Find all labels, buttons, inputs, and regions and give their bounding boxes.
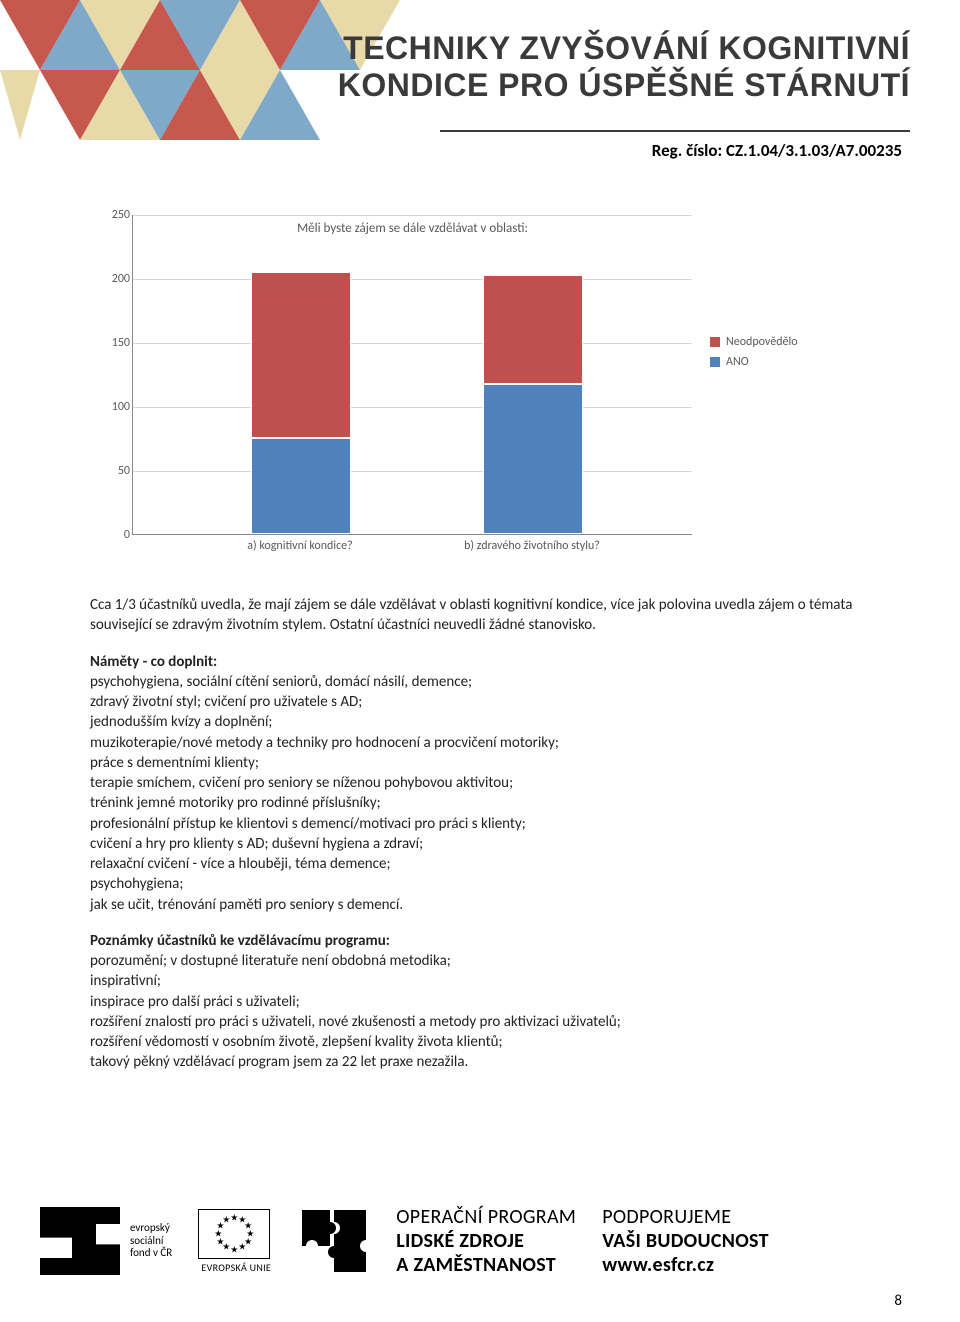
namety-line: jak se učit, trénování paměti pro senior… [90, 895, 870, 915]
page-number: 8 [894, 1292, 902, 1310]
legend-item: ANO [710, 355, 798, 369]
eu-flag: ★★★★★★★★★★★★ EVROPSKÁ UNIE [198, 1209, 274, 1274]
namety-line: psychohygiena, sociální cítění seniorů, … [90, 672, 870, 692]
interest-chart: Měli byste zájem se dále vzdělávat v obl… [90, 215, 870, 575]
intro-paragraph: Cca 1/3 účastníků uvedla, že mají zájem … [90, 595, 870, 636]
body-content: Cca 1/3 účastníků uvedla, že mají zájem … [90, 595, 870, 1073]
namety-line: psychohygiena; [90, 874, 870, 894]
op-line: OPERAČNÍ PROGRAM [396, 1205, 576, 1229]
namety-line: práce s dementními klienty; [90, 753, 870, 773]
header-title: TECHNIKY ZVYŠOVÁNÍ KOGNITIVNÍ KONDICE PR… [338, 24, 910, 110]
poznamky-line: porozumění; v dostupné literatuře není o… [90, 951, 870, 971]
esf-logo: evropskýsociálnífond v ČR [40, 1207, 172, 1275]
op-program-text: OPERAČNÍ PROGRAMLIDSKÉ ZDROJEA ZAMĚSTNAN… [396, 1205, 576, 1277]
section-namety: Náměty - co doplnit: psychohygiena, soci… [90, 652, 870, 915]
puzzle-icon [300, 1208, 370, 1274]
op-line: A ZAMĚSTNANOST [396, 1253, 576, 1277]
x-axis-label: a) kognitivní kondice? [210, 539, 390, 553]
op-line: LIDSKÉ ZDROJE [396, 1229, 576, 1253]
legend-item: Neodpovědělo [710, 335, 798, 349]
namety-line: zdravý životní styl; cvičení pro uživate… [90, 692, 870, 712]
eu-star-icon: ★ [238, 1242, 246, 1253]
namety-line: muzikoterapie/nové metody a techniky pro… [90, 733, 870, 753]
poznamky-line: rozšíření vědomostí v osobním životě, zl… [90, 1032, 870, 1052]
page-footer: evropskýsociálnífond v ČR ★★★★★★★★★★★★ E… [0, 1187, 960, 1322]
chart-legend: Neodpovědělo ANO [710, 335, 798, 375]
esf-icon [40, 1207, 120, 1275]
support-line-1: PODPORUJEME [602, 1205, 769, 1229]
y-tick: 250 [106, 208, 130, 222]
namety-line: jednodušším kvízy a doplnění; [90, 712, 870, 732]
esf-caption-line: evropský [130, 1222, 172, 1235]
x-axis-label: b) zdravého životního stylu? [442, 539, 622, 553]
page-header: TECHNIKY ZVYŠOVÁNÍ KOGNITIVNÍ KONDICE PR… [0, 0, 960, 175]
chart-plot-area: Měli byste zájem se dále vzdělávat v obl… [132, 215, 692, 535]
support-line-2: VAŠI BUDOUCNOST [602, 1229, 769, 1253]
eu-caption: EVROPSKÁ UNIE [201, 1261, 271, 1274]
poznamky-line: inspirace pro další práci s uživateli; [90, 992, 870, 1012]
esf-caption-line: fond v ČR [130, 1247, 172, 1260]
y-tick: 150 [106, 336, 130, 350]
y-tick: 200 [106, 272, 130, 286]
legend-swatch [710, 357, 720, 367]
namety-line: terapie smíchem, cvičení pro seniory se … [90, 773, 870, 793]
namety-line: relaxační cvičení - více a hlouběji, tém… [90, 854, 870, 874]
legend-label: ANO [726, 355, 749, 369]
title-line-2: KONDICE PRO ÚSPĚŠNÉ STÁRNUTÍ [338, 67, 910, 104]
section-lead-poznamky: Poznámky účastníků ke vzdělávacímu progr… [90, 932, 390, 950]
legend-swatch [710, 337, 720, 347]
esf-caption: evropskýsociálnífond v ČR [130, 1222, 172, 1260]
section-lead-namety: Náměty - co doplnit: [90, 653, 217, 671]
eu-star-icon: ★ [230, 1244, 238, 1255]
namety-line: profesionální přístup ke klientovi s dem… [90, 814, 870, 834]
footer-url: www.esfcr.cz [602, 1253, 769, 1277]
poznamky-line: takový pěkný vzdělávací program jsem za … [90, 1052, 870, 1072]
y-tick: 100 [106, 400, 130, 414]
eu-star-icon: ★ [222, 1214, 230, 1225]
registration-number: Reg. číslo: CZ.1.04/3.1.03/A7.00235 [652, 140, 902, 161]
namety-line: trénink jemné motoriky pro rodinné přísl… [90, 793, 870, 813]
title-line-1: TECHNIKY ZVYŠOVÁNÍ KOGNITIVNÍ [338, 30, 910, 67]
bar-segment [483, 384, 583, 534]
y-tick: 50 [106, 464, 130, 478]
bar-segment [251, 438, 351, 534]
namety-line: cvičení a hry pro klienty s AD; duševní … [90, 834, 870, 854]
poznamky-line: inspirativní; [90, 971, 870, 991]
bar-segment [483, 275, 583, 384]
bar-segment [251, 272, 351, 438]
y-tick: 0 [106, 528, 130, 542]
legend-label: Neodpovědělo [726, 335, 798, 349]
header-rule [440, 130, 910, 132]
chart-title: Měli byste zájem se dále vzdělávat v obl… [133, 221, 692, 236]
poznamky-line: rozšíření znalostí pro práci s uživateli… [90, 1012, 870, 1032]
support-text: PODPORUJEME VAŠI BUDOUCNOST www.esfcr.cz [602, 1205, 769, 1277]
section-poznamky: Poznámky účastníků ke vzdělávacímu progr… [90, 931, 870, 1073]
eu-star-icon: ★ [230, 1212, 238, 1223]
